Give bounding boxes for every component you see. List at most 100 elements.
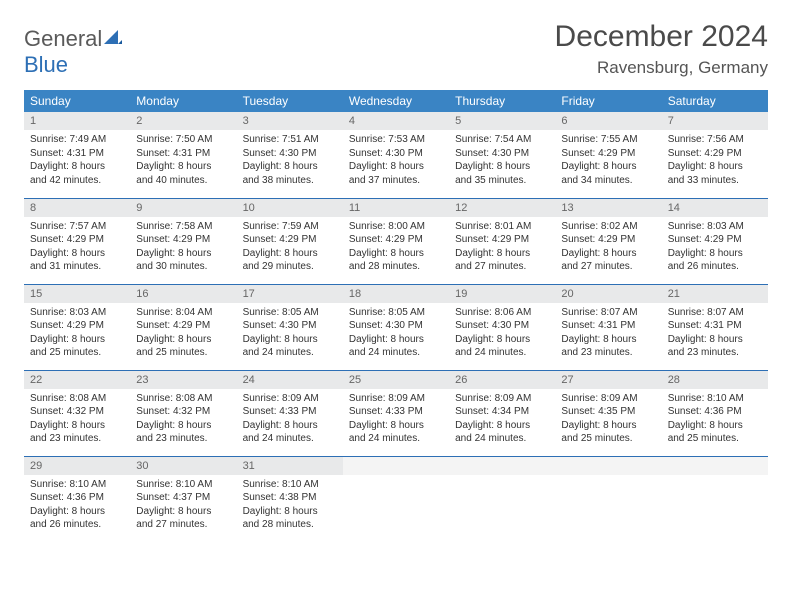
- day-details: Sunrise: 8:09 AMSunset: 4:34 PMDaylight:…: [449, 389, 555, 452]
- sunset-text: Sunset: 4:31 PM: [136, 147, 230, 161]
- calendar-day-cell: 9Sunrise: 7:58 AMSunset: 4:29 PMDaylight…: [130, 198, 236, 284]
- sunset-text: Sunset: 4:38 PM: [243, 491, 337, 505]
- day-details: Sunrise: 8:10 AMSunset: 4:36 PMDaylight:…: [662, 389, 768, 452]
- day-details: Sunrise: 8:03 AMSunset: 4:29 PMDaylight:…: [662, 217, 768, 280]
- sunset-text: Sunset: 4:29 PM: [243, 233, 337, 247]
- sunset-text: Sunset: 4:29 PM: [455, 233, 549, 247]
- calendar-day-cell: 19Sunrise: 8:06 AMSunset: 4:30 PMDayligh…: [449, 284, 555, 370]
- day-details: Sunrise: 8:10 AMSunset: 4:36 PMDaylight:…: [24, 475, 130, 538]
- calendar-day-cell: 10 Sunrise: 7:59 AMSunset: 4:29 PMDayligh…: [237, 198, 343, 284]
- day-number: 27: [555, 371, 661, 389]
- calendar-day-cell: 4Sunrise: 7:53 AMSunset: 4:30 PMDaylight…: [343, 112, 449, 198]
- day-number: 4: [343, 112, 449, 130]
- day-details: Sunrise: 7:57 AMSunset: 4:29 PMDaylight:…: [24, 217, 130, 280]
- sunset-text: Sunset: 4:30 PM: [455, 147, 549, 161]
- day-number: 29: [24, 457, 130, 475]
- sunset-text: Sunset: 4:29 PM: [668, 233, 762, 247]
- weekday-header: Thursday: [449, 90, 555, 112]
- day-details: Sunrise: 8:05 AMSunset: 4:30 PMDaylight:…: [237, 303, 343, 366]
- day-details: Sunrise: 8:03 AMSunset: 4:29 PMDaylight:…: [24, 303, 130, 366]
- calendar-day-cell: 11Sunrise: 8:00 AMSunset: 4:29 PMDayligh…: [343, 198, 449, 284]
- month-title: December 2024: [555, 20, 768, 54]
- calendar-day-cell: 23Sunrise: 8:08 AMSunset: 4:32 PMDayligh…: [130, 370, 236, 456]
- daylight-text: Daylight: 8 hours and 29 minutes.: [243, 247, 337, 274]
- day-details: Sunrise: 8:01 AMSunset: 4:29 PMDaylight:…: [449, 217, 555, 280]
- day-number: 30: [130, 457, 236, 475]
- sunset-text: Sunset: 4:35 PM: [561, 405, 655, 419]
- day-number: 26: [449, 371, 555, 389]
- sunrise-text: Sunrise: 7:59 AM: [243, 220, 337, 234]
- sunrise-text: Sunrise: 8:10 AM: [30, 478, 124, 492]
- sunrise-text: Sunrise: 8:07 AM: [668, 306, 762, 320]
- calendar-day-cell: 14Sunrise: 8:03 AMSunset: 4:29 PMDayligh…: [662, 198, 768, 284]
- day-number: 1: [24, 112, 130, 130]
- calendar-day-cell: 25Sunrise: 8:09 AMSunset: 4:33 PMDayligh…: [343, 370, 449, 456]
- day-number: 12: [449, 199, 555, 217]
- sunrise-text: Sunrise: 7:55 AM: [561, 133, 655, 147]
- day-number: 16: [130, 285, 236, 303]
- sunset-text: Sunset: 4:37 PM: [136, 491, 230, 505]
- day-details: Sunrise: 8:08 AMSunset: 4:32 PMDaylight:…: [24, 389, 130, 452]
- day-details: Sunrise: 8:10 AMSunset: 4:37 PMDaylight:…: [130, 475, 236, 538]
- day-details: Sunrise: 8:05 AMSunset: 4:30 PMDaylight:…: [343, 303, 449, 366]
- day-number: [343, 457, 449, 475]
- daylight-text: Daylight: 8 hours and 30 minutes.: [136, 247, 230, 274]
- sunset-text: Sunset: 4:34 PM: [455, 405, 549, 419]
- calendar-day-cell: 3Sunrise: 7:51 AMSunset: 4:30 PMDaylight…: [237, 112, 343, 198]
- sunset-text: Sunset: 4:32 PM: [30, 405, 124, 419]
- calendar-day-cell: 29Sunrise: 8:10 AMSunset: 4:36 PMDayligh…: [24, 456, 130, 542]
- day-number: 28: [662, 371, 768, 389]
- sunrise-text: Sunrise: 7:50 AM: [136, 133, 230, 147]
- day-details: Sunrise: 8:09 AMSunset: 4:33 PMDaylight:…: [237, 389, 343, 452]
- weekday-header: Friday: [555, 90, 661, 112]
- day-number: 8: [24, 199, 130, 217]
- day-number: 21: [662, 285, 768, 303]
- day-details: Sunrise: 7:49 AMSunset: 4:31 PMDaylight:…: [24, 130, 130, 193]
- day-number: 18: [343, 285, 449, 303]
- sunset-text: Sunset: 4:29 PM: [668, 147, 762, 161]
- day-number: [555, 457, 661, 475]
- day-number: 19: [449, 285, 555, 303]
- calendar-day-cell: 13Sunrise: 8:02 AMSunset: 4:29 PMDayligh…: [555, 198, 661, 284]
- sunset-text: Sunset: 4:30 PM: [349, 147, 443, 161]
- sunset-text: Sunset: 4:31 PM: [561, 319, 655, 333]
- daylight-text: Daylight: 8 hours and 28 minutes.: [243, 505, 337, 532]
- day-number: 20: [555, 285, 661, 303]
- sunset-text: Sunset: 4:30 PM: [243, 319, 337, 333]
- calendar-day-cell: 5Sunrise: 7:54 AMSunset: 4:30 PMDaylight…: [449, 112, 555, 198]
- calendar-day-cell: 12Sunrise: 8:01 AMSunset: 4:29 PMDayligh…: [449, 198, 555, 284]
- sunrise-text: Sunrise: 8:02 AM: [561, 220, 655, 234]
- sunset-text: Sunset: 4:31 PM: [30, 147, 124, 161]
- daylight-text: Daylight: 8 hours and 24 minutes.: [455, 333, 549, 360]
- day-number: 13: [555, 199, 661, 217]
- day-details: Sunrise: 8:02 AMSunset: 4:29 PMDaylight:…: [555, 217, 661, 280]
- calendar-day-cell: 7Sunrise: 7:56 AMSunset: 4:29 PMDaylight…: [662, 112, 768, 198]
- day-number: 10: [237, 199, 343, 217]
- sunrise-text: Sunrise: 7:49 AM: [30, 133, 124, 147]
- title-block: December 2024 Ravensburg, Germany: [555, 20, 768, 78]
- daylight-text: Daylight: 8 hours and 27 minutes.: [455, 247, 549, 274]
- sunrise-text: Sunrise: 7:58 AM: [136, 220, 230, 234]
- sunrise-text: Sunrise: 8:00 AM: [349, 220, 443, 234]
- calendar-week-row: 8Sunrise: 7:57 AMSunset: 4:29 PMDaylight…: [24, 198, 768, 284]
- calendar-week-row: 22Sunrise: 8:08 AMSunset: 4:32 PMDayligh…: [24, 370, 768, 456]
- location: Ravensburg, Germany: [555, 58, 768, 78]
- sunset-text: Sunset: 4:30 PM: [455, 319, 549, 333]
- daylight-text: Daylight: 8 hours and 23 minutes.: [136, 419, 230, 446]
- daylight-text: Daylight: 8 hours and 24 minutes.: [243, 419, 337, 446]
- daylight-text: Daylight: 8 hours and 27 minutes.: [561, 247, 655, 274]
- daylight-text: Daylight: 8 hours and 31 minutes.: [30, 247, 124, 274]
- day-number: 2: [130, 112, 236, 130]
- calendar-day-cell: [449, 456, 555, 542]
- calendar-day-cell: [662, 456, 768, 542]
- weekday-header: Wednesday: [343, 90, 449, 112]
- sunrise-text: Sunrise: 7:51 AM: [243, 133, 337, 147]
- calendar-day-cell: 28Sunrise: 8:10 AMSunset: 4:36 PMDayligh…: [662, 370, 768, 456]
- sunset-text: Sunset: 4:29 PM: [136, 233, 230, 247]
- day-details: Sunrise: 7:54 AMSunset: 4:30 PMDaylight:…: [449, 130, 555, 193]
- daylight-text: Daylight: 8 hours and 24 minutes.: [349, 419, 443, 446]
- sunset-text: Sunset: 4:30 PM: [243, 147, 337, 161]
- daylight-text: Daylight: 8 hours and 25 minutes.: [30, 333, 124, 360]
- sunrise-text: Sunrise: 8:09 AM: [561, 392, 655, 406]
- day-number: 7: [662, 112, 768, 130]
